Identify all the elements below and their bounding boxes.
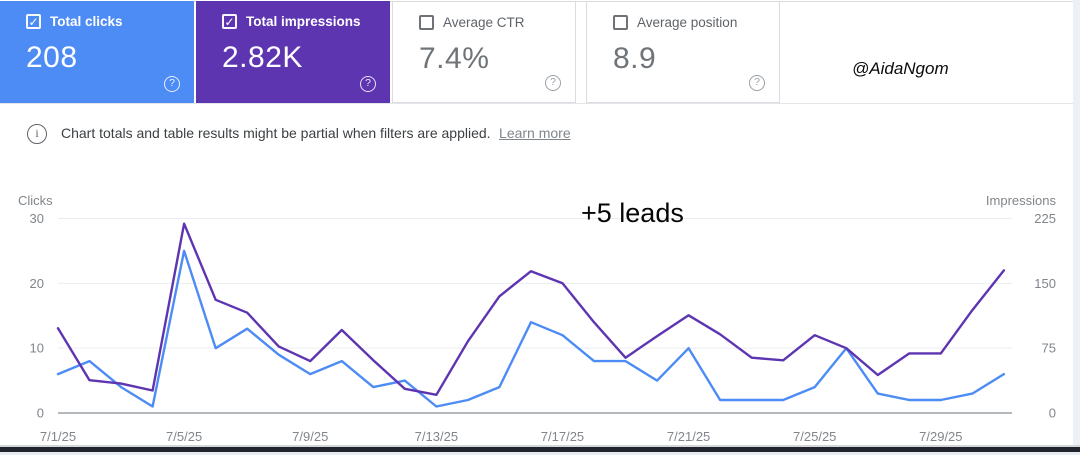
left-axis-tick: 0 xyxy=(37,406,44,421)
card-average-position[interactable]: Average position 8.9 ? xyxy=(586,1,780,103)
x-axis-tick: 7/13/25 xyxy=(415,429,458,444)
right-edge-strip xyxy=(1073,0,1080,446)
total-clicks-value: 208 xyxy=(26,41,78,74)
help-icon[interactable]: ? xyxy=(749,75,765,91)
card-label: Total clicks xyxy=(50,14,123,29)
right-axis-tick: 150 xyxy=(1034,276,1056,291)
average-position-checkbox[interactable] xyxy=(613,15,628,30)
right-axis-title: Impressions xyxy=(986,193,1057,208)
x-axis-tick: 7/9/25 xyxy=(292,429,328,444)
partial-data-notice: i Chart totals and table results might b… xyxy=(27,124,571,144)
right-axis-tick: 75 xyxy=(1042,341,1056,356)
average-ctr-value: 7.4% xyxy=(419,42,490,75)
card-total-clicks[interactable]: Total clicks 208 ? xyxy=(0,1,194,103)
left-axis-tick: 10 xyxy=(30,341,44,356)
left-axis-tick: 20 xyxy=(30,276,44,291)
clicks-line xyxy=(56,249,1006,408)
left-axis-title: Clicks xyxy=(18,193,53,208)
x-axis-tick: 7/1/25 xyxy=(40,429,76,444)
cards-bottom-border xyxy=(0,103,1073,104)
x-axis-tick: 7/5/25 xyxy=(166,429,202,444)
card-average-ctr[interactable]: Average CTR 7.4% ? xyxy=(392,1,576,103)
card-label: Average position xyxy=(637,15,738,30)
performance-chart[interactable]: Clicks Impressions 0 10 20 30 0 75 150 225 7/1/25 7… xyxy=(0,185,1080,447)
leads-annotation: +5 leads xyxy=(581,198,684,228)
impressions-line xyxy=(56,222,1006,397)
x-axis-tick: 7/21/25 xyxy=(667,429,710,444)
info-icon: i xyxy=(27,124,47,144)
total-impressions-value: 2.82K xyxy=(222,41,303,74)
total-impressions-checkbox[interactable] xyxy=(222,14,237,29)
card-total-impressions[interactable]: Total impressions 2.82K ? xyxy=(196,1,390,103)
card-label: Average CTR xyxy=(443,15,525,30)
right-axis-tick: 0 xyxy=(1049,406,1056,421)
learn-more-link[interactable]: Learn more xyxy=(499,125,571,141)
average-position-value: 8.9 xyxy=(613,42,657,75)
watermark-handle: @AidaNgom xyxy=(852,59,949,78)
x-axis-tick: 7/29/25 xyxy=(919,429,962,444)
card-label: Total impressions xyxy=(246,14,361,29)
left-axis-tick: 30 xyxy=(30,211,44,226)
help-icon[interactable]: ? xyxy=(164,76,180,92)
x-axis-tick: 7/25/25 xyxy=(793,429,836,444)
right-axis-tick: 225 xyxy=(1034,211,1056,226)
help-icon[interactable]: ? xyxy=(360,76,376,92)
bottom-border-bar xyxy=(0,445,1080,455)
total-clicks-checkbox[interactable] xyxy=(26,14,41,29)
x-axis-tick: 7/17/25 xyxy=(541,429,584,444)
average-ctr-checkbox[interactable] xyxy=(419,15,434,30)
help-icon[interactable]: ? xyxy=(545,75,561,91)
notice-text: Chart totals and table results might be … xyxy=(61,125,491,141)
